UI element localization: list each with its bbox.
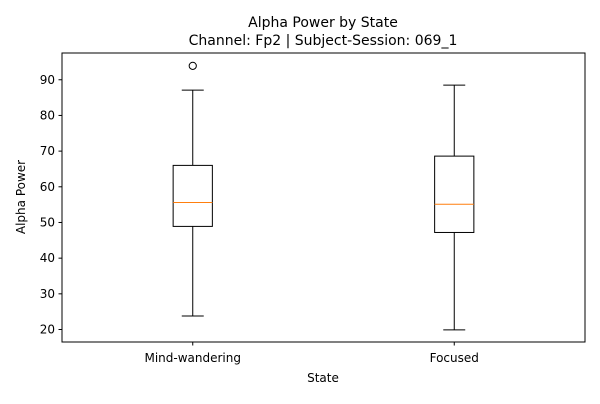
chart-title: Alpha Power by State bbox=[248, 15, 398, 31]
box-iqr bbox=[172, 164, 213, 227]
y-tick-label: 50 bbox=[40, 215, 55, 229]
y-tick-label: 40 bbox=[40, 251, 55, 265]
y-axis-label: Alpha Power bbox=[14, 160, 28, 234]
y-axis-ticks: 20 30 40 50 60 70 80 90 bbox=[40, 73, 62, 337]
x-axis-label: State bbox=[307, 371, 339, 385]
y-tick-label: 60 bbox=[40, 180, 55, 194]
box-group bbox=[172, 61, 213, 317]
y-tick-label: 80 bbox=[40, 108, 55, 122]
x-tick-label: Focused bbox=[430, 351, 479, 365]
outlier-point bbox=[188, 61, 197, 70]
y-tick-label: 90 bbox=[40, 73, 55, 87]
box-iqr bbox=[434, 155, 475, 233]
y-tick-label: 20 bbox=[40, 323, 55, 337]
y-tick-label: 70 bbox=[40, 144, 55, 158]
axes-frame bbox=[61, 52, 586, 343]
x-axis-ticks: Mind-wandering Focused bbox=[144, 342, 479, 365]
x-tick-label: Mind-wandering bbox=[144, 351, 241, 365]
chart-subtitle: Channel: Fp2 | Subject-Session: 069_1 bbox=[189, 33, 458, 49]
y-tick-label: 30 bbox=[40, 287, 55, 301]
box-group bbox=[434, 84, 475, 331]
plot-area bbox=[172, 61, 475, 331]
